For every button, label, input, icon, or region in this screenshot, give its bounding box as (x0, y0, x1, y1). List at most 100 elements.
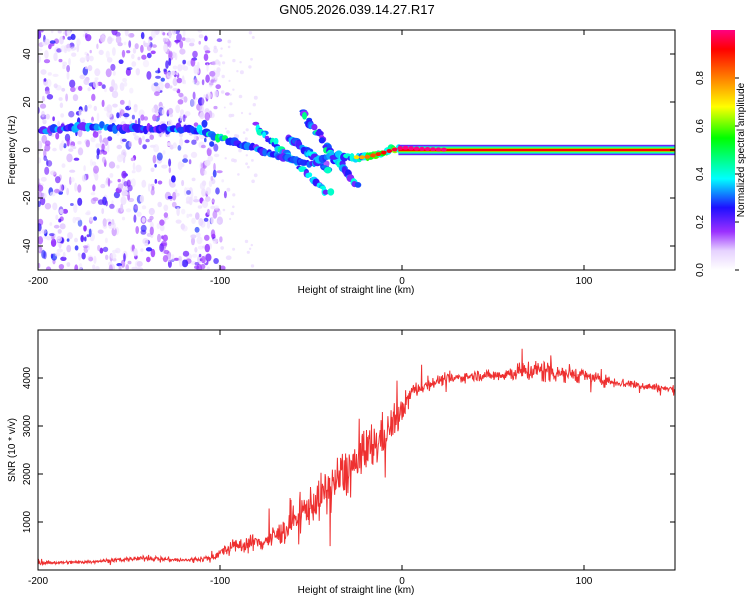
branch-blob (307, 172, 313, 178)
noise-speckle (156, 223, 160, 229)
noise-speckle (76, 38, 81, 47)
noise-speckle (104, 87, 107, 93)
noise-speckle (106, 57, 113, 63)
noise-speckle (49, 233, 55, 237)
noise-speckle (146, 52, 152, 59)
noise-speckle (248, 247, 252, 250)
noise-speckle (121, 49, 126, 58)
noise-speckle (177, 145, 182, 151)
noise-speckle (38, 184, 44, 192)
noise-speckle (131, 170, 136, 174)
noise-speckle (164, 82, 171, 89)
noise-speckle (152, 114, 158, 122)
noise-speckle (117, 178, 121, 183)
noise-speckle (252, 103, 256, 107)
noise-speckle (101, 156, 106, 163)
noise-speckle (218, 210, 222, 216)
noise-speckle (59, 102, 64, 109)
noise-speckle (92, 161, 97, 166)
noise-speckle (66, 238, 70, 242)
noise-speckle (178, 92, 184, 98)
noise-speckle (74, 237, 78, 243)
spectrogram-y-tick-label: -40 (22, 238, 33, 253)
noise-speckle (251, 159, 254, 162)
noise-speckle (146, 44, 152, 52)
noise-speckle (38, 223, 42, 232)
noise-speckle (193, 195, 198, 200)
snr-x-ticks: -200 -100 0 100 (28, 330, 593, 587)
noise-speckle (162, 32, 166, 36)
noise-speckle (92, 184, 96, 192)
noise-speckle (85, 34, 92, 42)
noise-speckle (112, 103, 118, 108)
noise-speckle (84, 104, 88, 112)
noise-speckle (38, 30, 42, 39)
noise-speckle (229, 217, 232, 221)
snr-frame (37, 329, 676, 571)
noise-speckle (121, 190, 128, 197)
noise-speckle (71, 52, 77, 57)
noise-speckle (213, 162, 216, 172)
noise-speckle (66, 187, 69, 196)
noise-speckle (101, 84, 106, 89)
ridge-blob (93, 123, 101, 131)
noise-speckle (200, 220, 206, 228)
noise-speckle (191, 177, 196, 182)
snr-x-axis-label: Height of straight line (km) (298, 585, 415, 596)
noise-speckle (194, 265, 200, 270)
noise-speckle (178, 256, 183, 261)
noise-speckle (133, 248, 138, 257)
noise-speckle (55, 176, 61, 184)
noise-speckle (163, 204, 169, 212)
noise-speckle (203, 217, 209, 222)
noise-speckle (180, 109, 184, 115)
noise-speckle (89, 216, 94, 222)
noise-speckle (210, 176, 214, 181)
noise-speckle (116, 164, 120, 169)
noise-speckle (60, 113, 65, 118)
noise-speckle (224, 92, 230, 96)
noise-speckle (132, 47, 137, 54)
noise-speckle (150, 167, 155, 173)
colorbar-tick-label: 0.0 (695, 263, 706, 277)
noise-speckle (157, 201, 162, 208)
ridge-peak (375, 152, 382, 157)
noise-speckle (251, 179, 255, 184)
noise-speckle (213, 90, 219, 98)
noise-speckle (116, 154, 124, 163)
noise-speckle (83, 30, 90, 35)
noise-speckle (112, 47, 116, 56)
noise-speckle (253, 95, 258, 100)
noise-speckle (167, 119, 173, 128)
noise-speckle (232, 88, 235, 91)
noise-speckle (201, 97, 205, 106)
noise-speckle (66, 137, 70, 147)
noise-speckle (125, 208, 132, 213)
noise-speckle (191, 236, 195, 246)
noise-speckle (172, 65, 178, 70)
noise-speckle (93, 165, 99, 174)
noise-speckle (195, 212, 200, 220)
noise-speckle (116, 263, 122, 267)
noise-speckle (191, 139, 197, 145)
noise-speckle (239, 61, 242, 64)
noise-speckle (52, 116, 55, 122)
noise-speckle (108, 223, 114, 229)
noise-speckle (193, 133, 197, 141)
noise-speckle (83, 78, 90, 85)
noise-speckle (159, 224, 165, 232)
noise-speckle (165, 60, 169, 69)
noise-speckle (183, 154, 188, 159)
noise-speckle (153, 144, 160, 153)
noise-speckle (48, 44, 52, 50)
branch-blob (322, 189, 329, 195)
noise-speckle (220, 47, 223, 50)
spectrogram-y-tick-label: 40 (22, 48, 33, 60)
ridge-peak (386, 149, 393, 153)
noise-speckle (49, 40, 56, 44)
noise-speckle (222, 61, 226, 65)
noise-speckle (56, 235, 62, 243)
noise-speckle (111, 227, 117, 237)
noise-speckle (193, 64, 199, 74)
